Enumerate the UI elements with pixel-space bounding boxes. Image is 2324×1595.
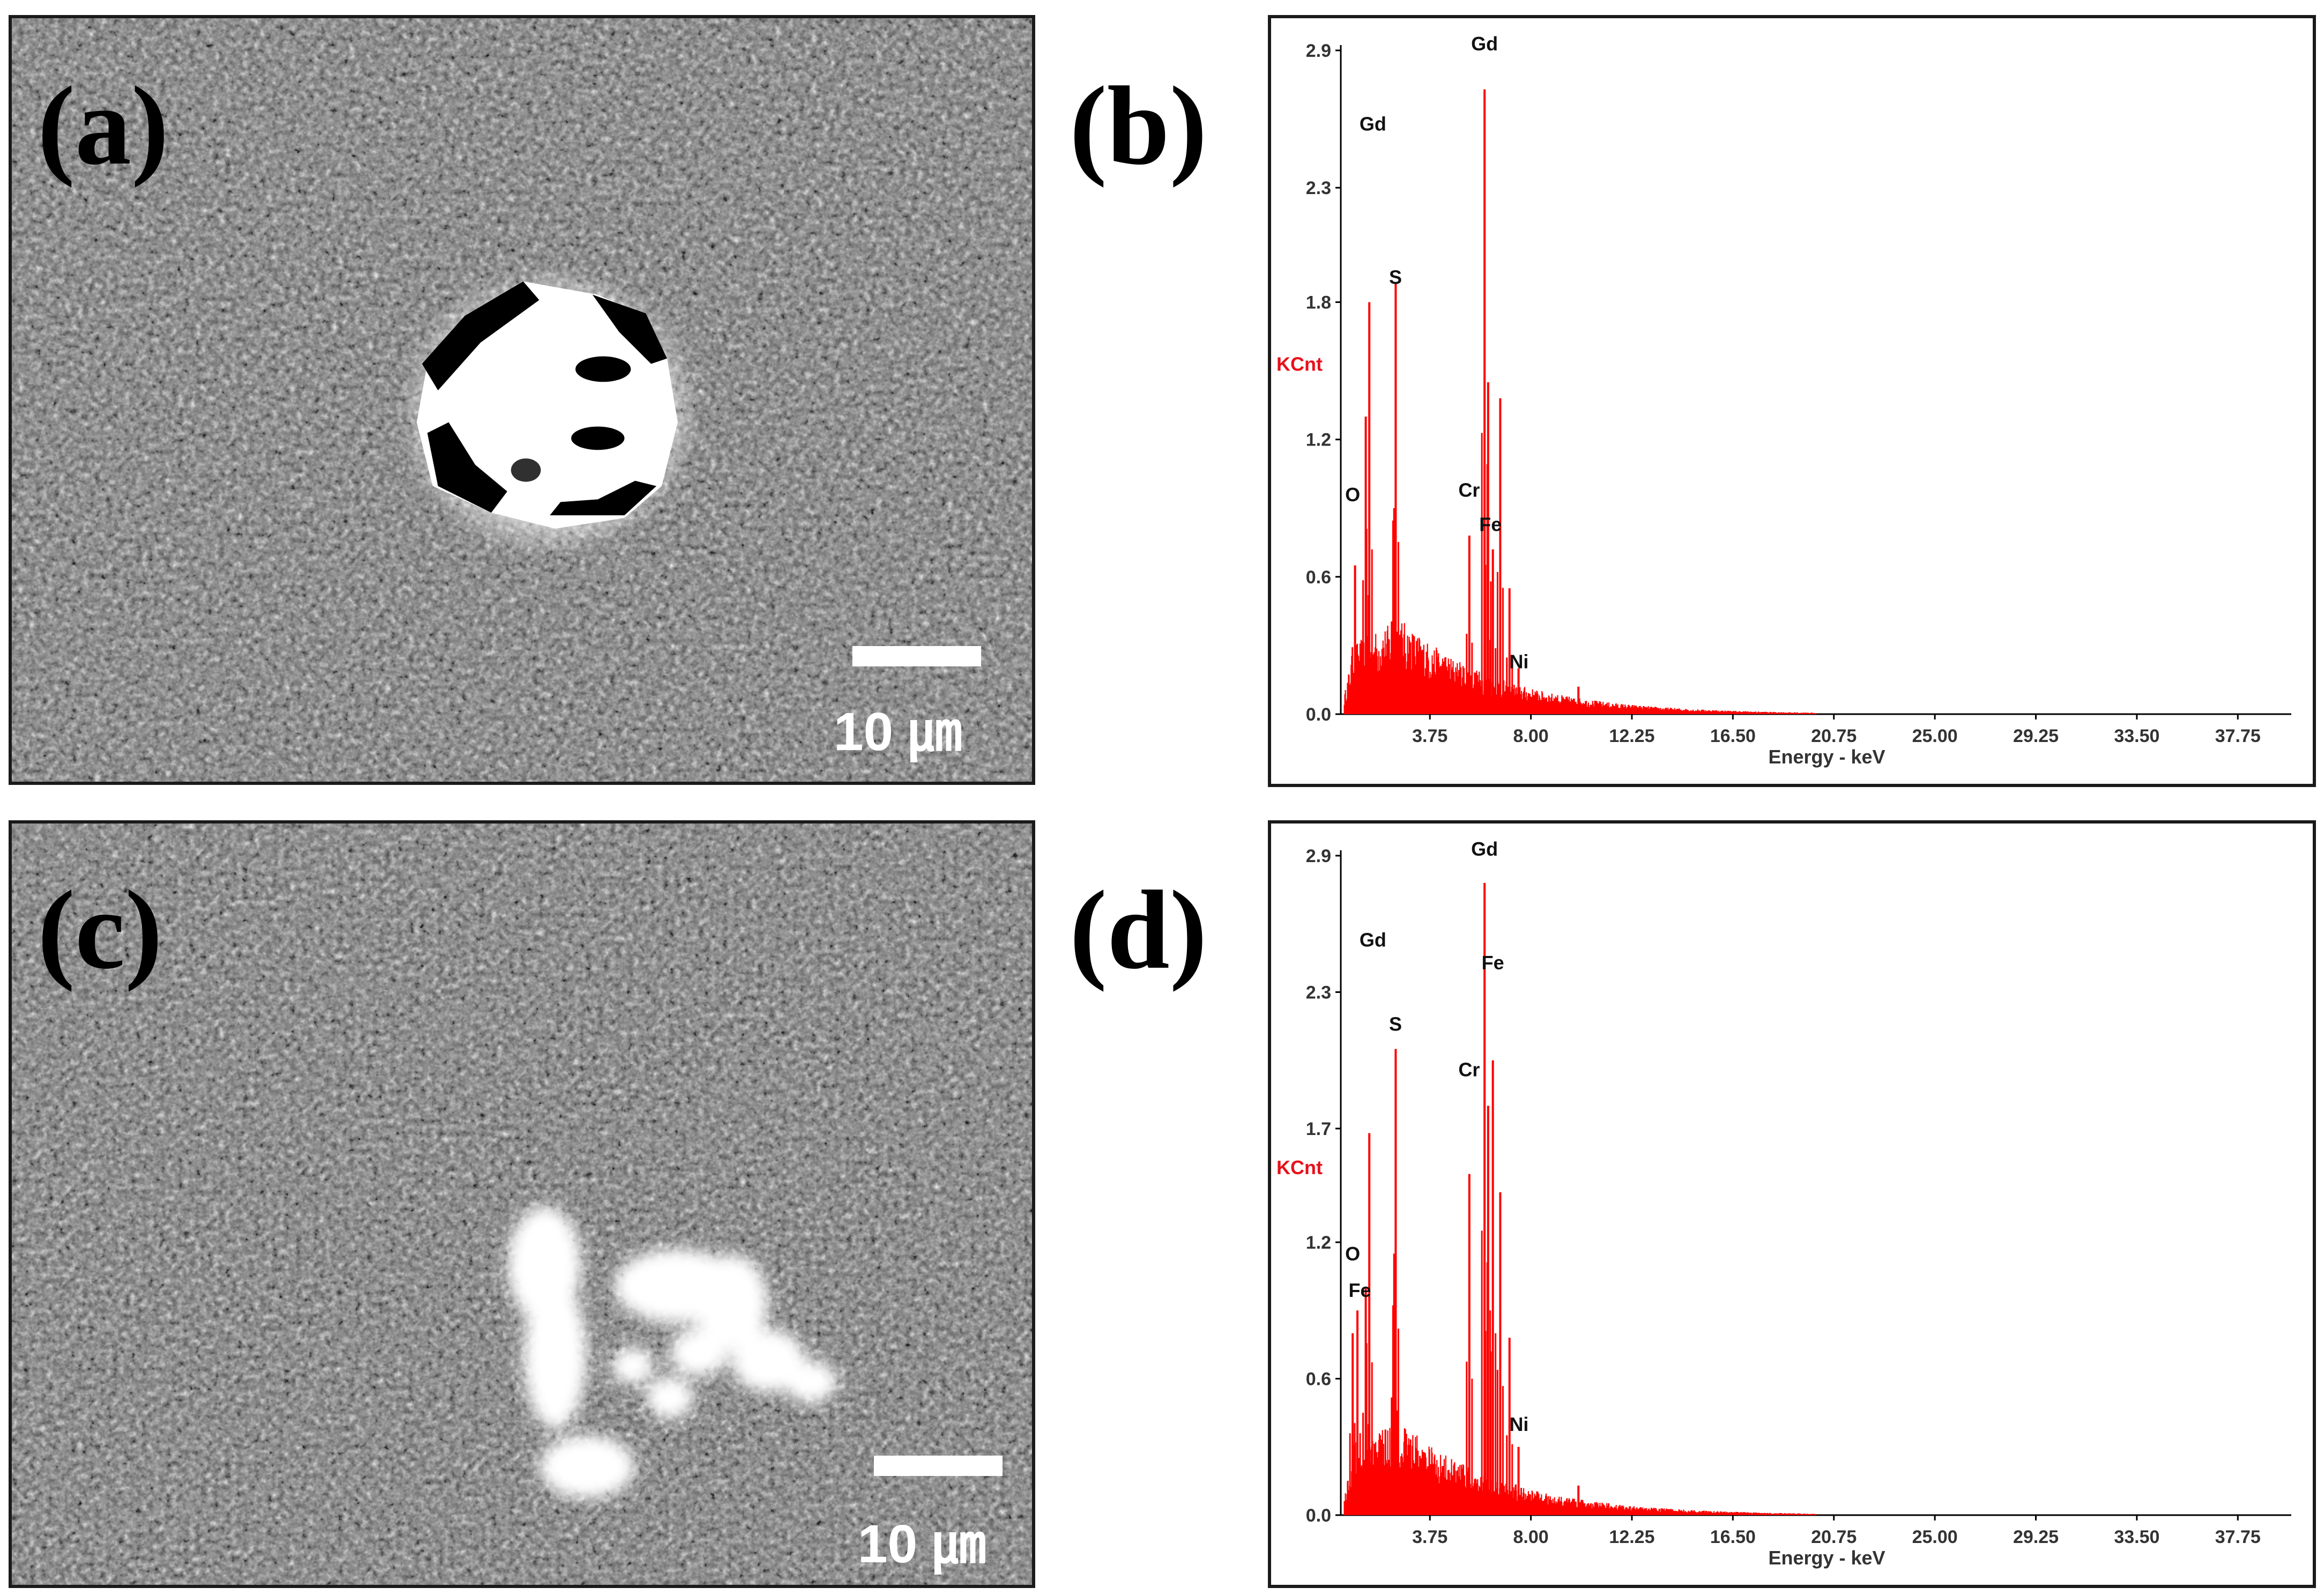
panel-label-b: (b): [1070, 64, 1207, 188]
x-tick-label: 37.75: [2215, 1527, 2261, 1547]
x-tick-label: 25.00: [1912, 1527, 1958, 1547]
x-axis-label: Energy - keV: [1768, 1547, 1885, 1569]
x-tick-label: 3.75: [1412, 726, 1447, 746]
y-tick-label: 0.6: [1306, 1369, 1331, 1390]
sem-texture-a: [12, 18, 1032, 782]
x-tick-label: 25.00: [1912, 726, 1958, 746]
peak-annotation: Gd: [1360, 113, 1386, 135]
y-axis-label: KCnt: [1276, 1156, 1323, 1178]
peak-annotation: S: [1389, 1013, 1402, 1035]
y-tick-label: 2.3: [1306, 178, 1331, 198]
peak-annotation: S: [1389, 266, 1402, 288]
eds-spectrum-d: 0.0 0.6 1.2 1.7 2.3 2.9 3.75 8.00 12.25 16.50 20.7…: [1268, 820, 2316, 1588]
eds-chart-d: 0.0 0.6 1.2 1.7 2.3 2.9 3.75 8.00 12.25 16.50 20.7…: [1276, 838, 2291, 1569]
y-tick-label: 2.9: [1306, 41, 1331, 61]
peak-annotation: Fe: [1482, 952, 1504, 974]
x-tick-label: 8.00: [1513, 1527, 1549, 1547]
panel-label-a: (a): [38, 64, 169, 188]
y-tick-label: 0.6: [1306, 567, 1331, 588]
inclusion-particle: [417, 281, 678, 529]
panel-label-d: (d): [1070, 868, 1207, 992]
y-tick-label: 1.8: [1306, 293, 1331, 313]
y-tick-label: 0.0: [1306, 704, 1331, 725]
peak-annotation: Fe: [1348, 1279, 1371, 1301]
x-tick-label: 20.75: [1811, 1527, 1857, 1547]
x-tick-label: 12.25: [1609, 726, 1654, 746]
x-tick-label: 12.25: [1609, 1527, 1654, 1547]
y-tick-label: 1.7: [1306, 1119, 1331, 1139]
x-tick-label: 8.00: [1513, 726, 1549, 746]
x-tick-label: 20.75: [1811, 726, 1857, 746]
x-tick-label: 16.50: [1710, 1527, 1756, 1547]
panel-label-c: (c): [38, 868, 163, 992]
peak-annotation: Cr: [1458, 1058, 1480, 1080]
y-axis-label: KCnt: [1276, 353, 1323, 375]
y-tick-label: 2.9: [1306, 846, 1331, 866]
x-tick-label: 29.25: [2013, 1527, 2059, 1547]
y-tick-label: 2.3: [1306, 982, 1331, 1003]
x-tick-label: 29.25: [2013, 726, 2059, 746]
sem-texture-c: [12, 824, 1032, 1585]
y-tick-label: 1.2: [1306, 430, 1331, 450]
spectrum-continuum: [1343, 623, 1817, 714]
peak-annotation: Gd: [1360, 929, 1386, 951]
spectrum-continuum: [1343, 1422, 1817, 1515]
peak-annotation: Ni: [1509, 1413, 1528, 1435]
scale-text-c: 10 ㎛: [858, 1514, 986, 1574]
peak-annotation: O: [1345, 1243, 1360, 1265]
x-tick-label: 37.75: [2215, 726, 2261, 746]
peak-annotation: Gd: [1471, 838, 1498, 860]
sem-image-c: [9, 820, 1035, 1588]
scale-text-a: 10 ㎛: [834, 702, 962, 762]
peak-annotation: Gd: [1471, 33, 1498, 55]
eds-spectrum-b: 0.0 0.6 1.2 1.8 2.3 2.9 3.75 8.00 12.25 16.50 20.7…: [1268, 15, 2316, 787]
peak-annotation: Fe: [1479, 513, 1502, 535]
scale-bar-c: [874, 1456, 1003, 1476]
scale-bar-a: [852, 646, 981, 666]
inclusion-cluster: [507, 1206, 838, 1499]
y-tick-label: 0.0: [1306, 1505, 1331, 1526]
peak-annotation: Cr: [1458, 479, 1480, 501]
x-axis-label: Energy - keV: [1768, 746, 1885, 768]
x-tick-label: 33.50: [2114, 726, 2159, 746]
y-tick-label: 1.2: [1306, 1233, 1331, 1253]
x-tick-label: 3.75: [1412, 1527, 1447, 1547]
x-tick-label: 33.50: [2114, 1527, 2159, 1547]
sem-image-a: [9, 15, 1035, 785]
peak-annotation: Ni: [1509, 651, 1528, 673]
peak-annotation: O: [1345, 484, 1360, 506]
eds-chart-b: 0.0 0.6 1.2 1.8 2.3 2.9 3.75 8.00 12.25 16.50 20.7…: [1276, 33, 2291, 768]
x-tick-label: 16.50: [1710, 726, 1756, 746]
